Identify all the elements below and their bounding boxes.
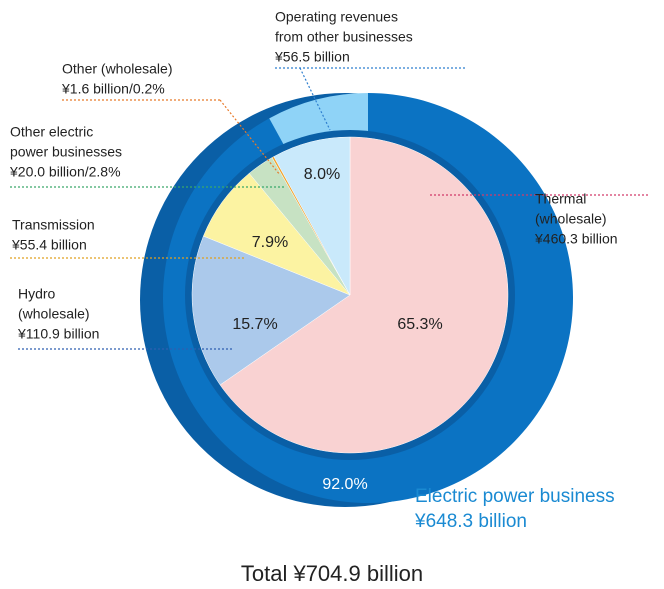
slice-value-label: 7.9% [252,234,288,251]
ring-amount: ¥648.3 billion [414,511,527,532]
slice-name: Operating revenues [275,9,398,25]
slice-amount: ¥20.0 billion/2.8% [9,164,121,180]
slice-amount: ¥56.5 billion [274,49,350,65]
slice-name: Thermal [535,191,586,207]
slice-value-label: 15.7% [232,316,277,333]
total-label: Total ¥704.9 billion [241,561,423,586]
slice-name: (wholesale) [18,306,90,322]
leader-line [219,99,281,176]
slice-value-label: 65.3% [397,316,442,333]
slice [219,136,509,454]
slice-name: Other (wholesale) [62,61,173,77]
ring-name: Electric power business [415,486,615,507]
slice-amount: ¥55.4 billion [11,237,87,253]
slice-name: Hydro [18,286,56,302]
leader-lines [10,67,650,350]
slice [273,136,351,296]
slice-name: power businesses [10,144,122,160]
slice-name: (wholesale) [535,211,607,227]
slice-amount: ¥110.9 billion [17,326,99,342]
slice-name: Transmission [12,217,95,233]
slice-name: from other businesses [275,29,413,45]
leader-line [299,67,331,131]
pie: 65.3% 15.7% 7.9% 8.0% [191,136,509,454]
slice [191,235,351,386]
slice-name: Other electric [10,124,93,140]
slice-amount: ¥460.3 billion [534,231,618,247]
slice-amount: ¥1.6 billion/0.2% [61,81,165,97]
ring-value-label: 92.0% [322,476,367,493]
slice-value-label: 8.0% [304,166,340,183]
